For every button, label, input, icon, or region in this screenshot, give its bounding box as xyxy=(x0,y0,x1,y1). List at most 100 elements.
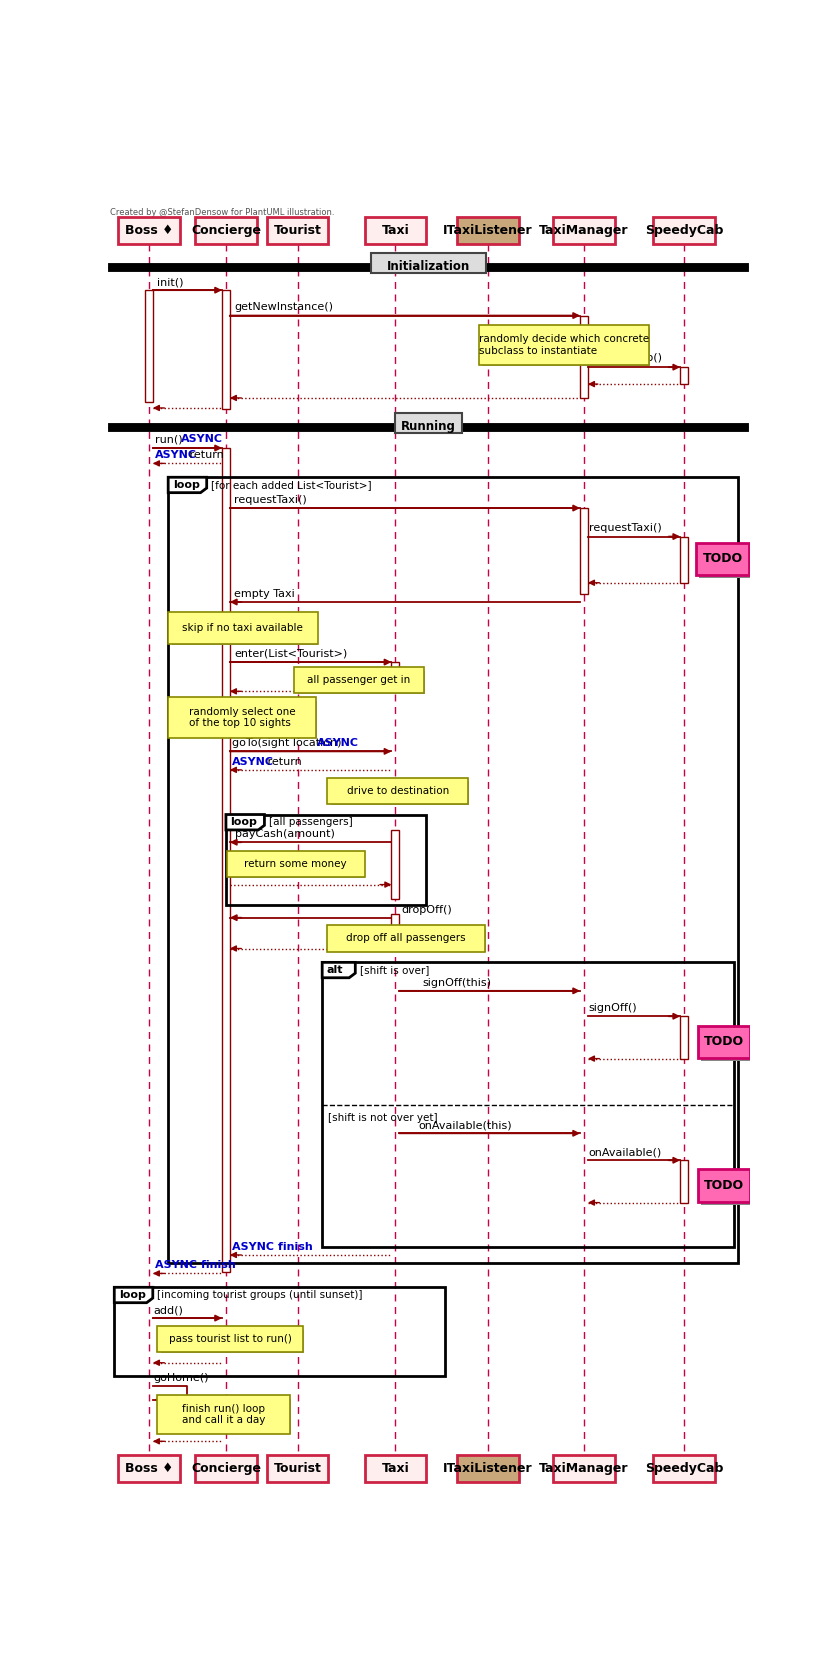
Text: dropOff(): dropOff() xyxy=(401,904,452,914)
FancyBboxPatch shape xyxy=(701,1028,753,1062)
FancyBboxPatch shape xyxy=(118,217,180,244)
Text: signOff(this): signOff(this) xyxy=(422,978,492,988)
Text: [for each added List<Tourist>]: [for each added List<Tourist>] xyxy=(212,480,372,491)
Text: [shift is not over yet]: [shift is not over yet] xyxy=(329,1112,438,1122)
Text: drop off all passengers: drop off all passengers xyxy=(346,934,466,944)
FancyBboxPatch shape xyxy=(553,217,614,244)
Text: Concierge: Concierge xyxy=(191,1462,261,1475)
FancyBboxPatch shape xyxy=(653,1455,715,1482)
FancyBboxPatch shape xyxy=(168,612,318,645)
Bar xyxy=(322,963,734,1247)
FancyBboxPatch shape xyxy=(222,449,230,1272)
Text: pass tourist list to run(): pass tourist list to run() xyxy=(169,1334,292,1344)
FancyBboxPatch shape xyxy=(364,217,426,244)
Text: ASYNC: ASYNC xyxy=(155,450,197,460)
Text: enter(List<Tourist>): enter(List<Tourist>) xyxy=(234,648,348,659)
FancyBboxPatch shape xyxy=(231,855,365,877)
FancyBboxPatch shape xyxy=(698,1169,750,1201)
FancyBboxPatch shape xyxy=(331,929,487,953)
Text: ITaxiListener: ITaxiListener xyxy=(443,223,533,237)
FancyBboxPatch shape xyxy=(161,1329,303,1352)
Text: onAvailable(this): onAvailable(this) xyxy=(419,1121,512,1131)
FancyBboxPatch shape xyxy=(553,1455,614,1482)
FancyBboxPatch shape xyxy=(681,1016,688,1058)
FancyBboxPatch shape xyxy=(696,543,749,575)
FancyBboxPatch shape xyxy=(391,830,399,899)
FancyBboxPatch shape xyxy=(681,368,688,385)
FancyBboxPatch shape xyxy=(482,329,650,366)
Text: run(): run() xyxy=(155,433,186,444)
Polygon shape xyxy=(322,963,355,978)
Text: TaxiManager: TaxiManager xyxy=(539,223,629,237)
Text: all passenger get in: all passenger get in xyxy=(307,675,410,685)
FancyBboxPatch shape xyxy=(395,413,462,433)
Text: requestTaxi(): requestTaxi() xyxy=(234,496,307,506)
FancyBboxPatch shape xyxy=(157,1326,303,1352)
FancyBboxPatch shape xyxy=(145,291,153,402)
FancyBboxPatch shape xyxy=(195,217,257,244)
Text: [shift is over]: [shift is over] xyxy=(360,964,430,974)
FancyBboxPatch shape xyxy=(298,670,425,694)
FancyBboxPatch shape xyxy=(222,291,230,410)
Text: Taxi: Taxi xyxy=(381,223,409,237)
FancyBboxPatch shape xyxy=(267,217,329,244)
FancyBboxPatch shape xyxy=(391,662,399,690)
Text: TODO: TODO xyxy=(704,1035,744,1048)
FancyBboxPatch shape xyxy=(580,316,588,398)
FancyBboxPatch shape xyxy=(698,1025,750,1058)
Text: [all passengers]: [all passengers] xyxy=(269,816,353,827)
FancyBboxPatch shape xyxy=(195,1455,257,1482)
Text: Boss ♦: Boss ♦ xyxy=(125,223,173,237)
FancyBboxPatch shape xyxy=(701,1173,753,1205)
Text: Created by @StefanDensow for PlantUML illustration.: Created by @StefanDensow for PlantUML il… xyxy=(110,208,335,217)
Text: skip if no taxi available: skip if no taxi available xyxy=(182,623,303,633)
Text: TODO: TODO xyxy=(704,1179,744,1193)
Bar xyxy=(115,1287,446,1376)
FancyBboxPatch shape xyxy=(681,1161,688,1203)
FancyBboxPatch shape xyxy=(681,536,688,583)
FancyBboxPatch shape xyxy=(161,1399,291,1435)
Text: ASYNC: ASYNC xyxy=(181,433,223,444)
Text: alt: alt xyxy=(327,964,344,974)
Text: goHome(): goHome() xyxy=(154,1373,209,1383)
Text: TODO: TODO xyxy=(702,553,742,566)
FancyBboxPatch shape xyxy=(370,254,487,274)
FancyBboxPatch shape xyxy=(293,667,424,692)
Text: Initialization: Initialization xyxy=(387,260,470,272)
Text: goTo(sight location): goTo(sight location) xyxy=(232,738,345,748)
FancyBboxPatch shape xyxy=(457,217,518,244)
Text: SpeedyCab(): SpeedyCab() xyxy=(590,353,662,363)
Text: Concierge: Concierge xyxy=(191,223,261,237)
Text: ASYNC finish: ASYNC finish xyxy=(232,1242,313,1252)
Bar xyxy=(226,815,426,906)
Text: return: return xyxy=(264,756,302,766)
Bar xyxy=(168,477,738,1263)
Text: randomly decide which concrete
subclass to instantiate: randomly decide which concrete subclass … xyxy=(479,334,649,356)
FancyBboxPatch shape xyxy=(168,697,316,738)
Text: requestTaxi(): requestTaxi() xyxy=(589,522,661,533)
FancyBboxPatch shape xyxy=(267,1455,329,1482)
Text: [incoming tourist groups (until sunset)]: [incoming tourist groups (until sunset)] xyxy=(157,1290,363,1300)
Text: loop: loop xyxy=(119,1290,145,1300)
Text: loop: loop xyxy=(231,816,257,827)
Text: loop: loop xyxy=(173,480,200,491)
Text: ASYNC finish: ASYNC finish xyxy=(155,1260,236,1270)
Text: SpeedyCab: SpeedyCab xyxy=(645,1462,723,1475)
Text: finish run() loop
and call it a day: finish run() loop and call it a day xyxy=(182,1403,265,1425)
Text: payCash(amount): payCash(amount) xyxy=(235,830,335,838)
Text: Tourist: Tourist xyxy=(273,1462,322,1475)
Text: Taxi: Taxi xyxy=(381,1462,409,1475)
FancyBboxPatch shape xyxy=(478,324,650,365)
Text: add(): add() xyxy=(154,1305,183,1315)
Text: drive to destination: drive to destination xyxy=(347,786,449,796)
Text: init(): init() xyxy=(157,277,184,287)
FancyBboxPatch shape xyxy=(172,701,317,738)
FancyBboxPatch shape xyxy=(172,617,319,645)
Polygon shape xyxy=(168,477,206,492)
FancyBboxPatch shape xyxy=(580,507,588,595)
Text: empty Taxi: empty Taxi xyxy=(233,590,294,600)
Text: onAvailable(): onAvailable() xyxy=(589,1147,662,1158)
FancyBboxPatch shape xyxy=(700,546,752,578)
Text: Boss ♦: Boss ♦ xyxy=(125,1462,173,1475)
FancyBboxPatch shape xyxy=(457,1455,518,1482)
